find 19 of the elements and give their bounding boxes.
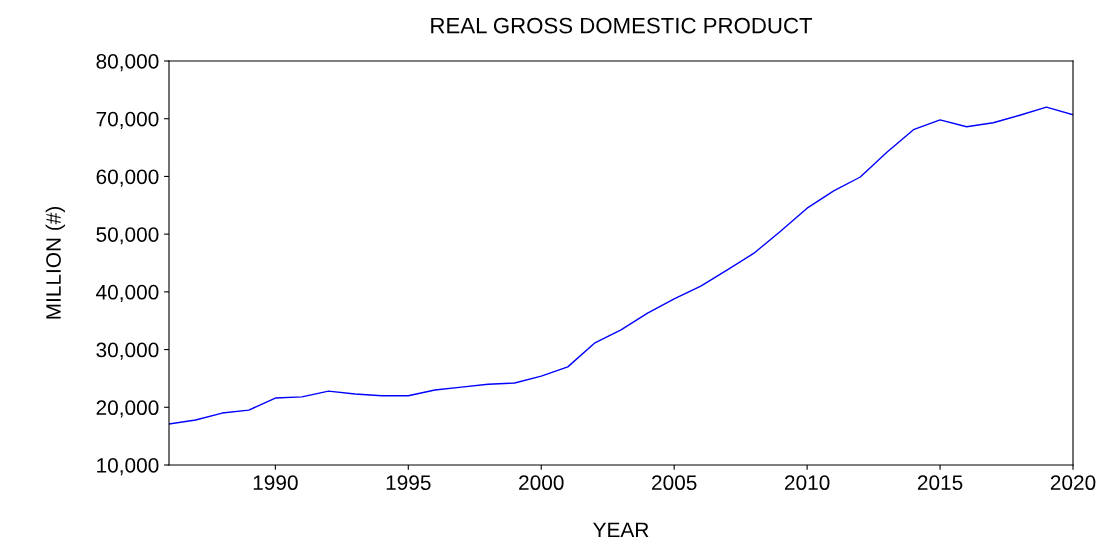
x-tick-label: 2020: [1050, 475, 1096, 491]
y-tick-label: 70,000: [96, 111, 159, 129]
line-series: [169, 106, 1073, 425]
x-tick-label: 2000: [519, 475, 564, 491]
y-tick-label: 10,000: [97, 458, 159, 476]
x-tick-label: 2010: [785, 475, 830, 491]
y-tick-label: 20,000: [96, 400, 159, 418]
y-tick-label: 30,000: [96, 342, 159, 360]
y-tick-label: 60,000: [96, 169, 159, 187]
y-tick-label: 50,000: [96, 227, 159, 245]
y-axis-title: MILLION (#): [45, 206, 65, 319]
x-axis-title: YEAR: [593, 522, 649, 538]
x-tick-label: 1995: [386, 475, 431, 491]
x-tick-label: 1990: [253, 475, 298, 491]
y-tick-label: 80,000: [96, 54, 159, 72]
x-tick-label: 2015: [917, 475, 963, 491]
y-tick-label: 40,000: [96, 284, 159, 303]
x-tick-label: 2005: [652, 475, 697, 491]
chart-title: REAL GROSS DOMESTIC PRODUCT: [431, 17, 813, 34]
